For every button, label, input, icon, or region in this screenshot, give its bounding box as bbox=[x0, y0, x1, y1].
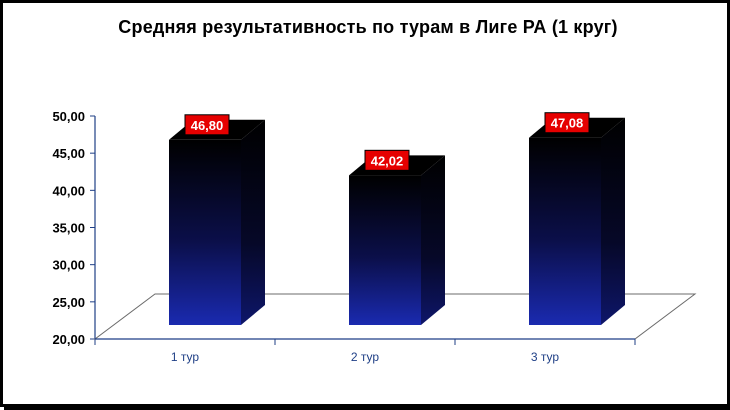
bar-side bbox=[601, 117, 625, 326]
bar-front bbox=[349, 175, 421, 325]
bar bbox=[349, 155, 445, 325]
bars-layer bbox=[169, 117, 625, 326]
y-tick-label: 45,00 bbox=[52, 146, 85, 161]
bar-front bbox=[529, 137, 601, 325]
x-tick-label: 3 тур bbox=[531, 350, 560, 364]
labels-layer: 46,80 42,02 47,08 bbox=[184, 112, 590, 171]
y-tick-label: 40,00 bbox=[52, 183, 85, 198]
y-tick-label: 35,00 bbox=[52, 221, 85, 236]
data-label-box bbox=[364, 149, 410, 171]
x-tick-label: 1 тур bbox=[171, 350, 200, 364]
bar bbox=[529, 117, 625, 326]
chart-title: Средняя результативность по турам в Лиге… bbox=[118, 17, 618, 37]
y-tick-label: 50,00 bbox=[52, 109, 85, 124]
x-tick-label: 2 тур bbox=[351, 350, 380, 364]
y-tick-label: 30,00 bbox=[52, 258, 85, 273]
bar-side bbox=[241, 119, 265, 325]
bar-side bbox=[421, 155, 445, 325]
data-label-box bbox=[184, 114, 230, 136]
data-label-text: 47,08 bbox=[551, 116, 584, 131]
data-label: 42,02 bbox=[364, 149, 410, 171]
data-label: 47,08 bbox=[544, 112, 590, 134]
y-tick-label: 20,00 bbox=[52, 332, 85, 347]
data-label-text: 46,80 bbox=[191, 118, 224, 133]
data-label-box bbox=[544, 112, 590, 134]
y-tick-label: 25,00 bbox=[52, 295, 85, 310]
data-label-text: 42,02 bbox=[371, 153, 404, 168]
bar bbox=[169, 119, 265, 325]
bar-front bbox=[169, 139, 241, 325]
data-label: 46,80 bbox=[184, 114, 230, 136]
bar-chart: 20,00 25,00 30,00 35,00 40,00 45,00 50,00 1 тур… bbox=[52, 109, 697, 364]
